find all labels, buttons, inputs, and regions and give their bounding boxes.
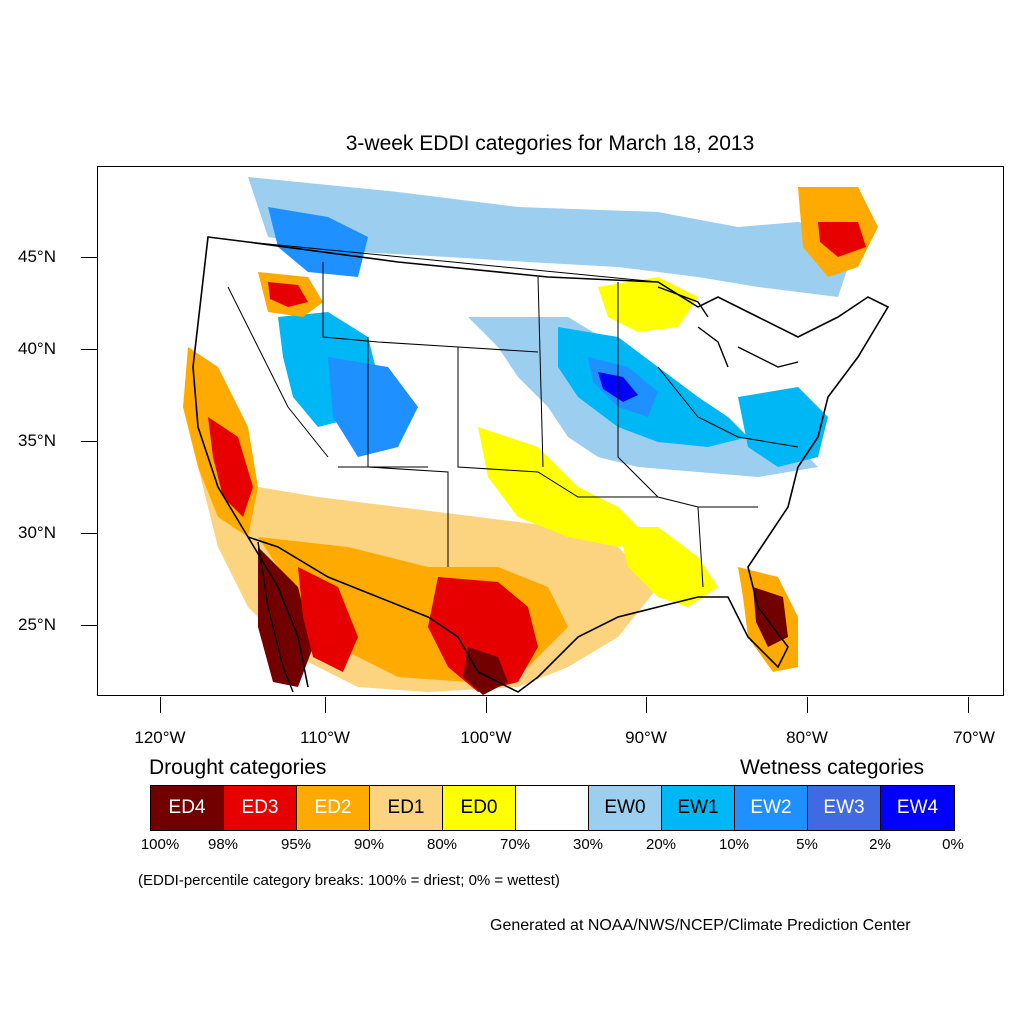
dry-region-yellow-sw [478, 427, 648, 547]
state-lines-6 [617, 282, 758, 508]
percent-break-label: 0% [942, 836, 964, 853]
x-tick-mark [160, 697, 161, 713]
legend-box-ed0: ED0 [443, 786, 516, 830]
wetness-heading: Wetness categories [740, 756, 925, 779]
dry-region-yellow-gulf [618, 527, 718, 607]
drought-heading: Drought categories [149, 756, 327, 779]
wet-region-east [738, 387, 828, 467]
dry-region-florida-core [753, 587, 788, 647]
wet-region-canada-2 [268, 207, 368, 277]
state-lines-4 [457, 347, 658, 498]
state-lines-1 [227, 286, 329, 458]
y-tick-mark [81, 257, 97, 258]
percent-break-label: 70% [499, 836, 531, 853]
y-tick-label: 45°N [18, 247, 56, 266]
dry-region-northeast-core [818, 222, 866, 257]
y-tick-label: 25°N [18, 615, 56, 634]
percent-break-label: 95% [280, 836, 312, 853]
great-lakes [657, 286, 799, 368]
dry-region-texas [428, 577, 538, 692]
mexico-coast [247, 536, 309, 688]
legend-box-ew2: EW2 [735, 786, 808, 830]
x-tick-mark [486, 697, 487, 713]
state-lines-3 [367, 337, 449, 567]
boundaries [192, 236, 890, 693]
x-tick-mark [807, 697, 808, 713]
dry-region-oregon-core [268, 282, 308, 307]
map-title: 3-week EDDI categories for March 18, 201… [345, 132, 755, 155]
percent-break-label: 100% [140, 836, 180, 853]
x-tick-label: 110°W [300, 728, 350, 747]
legend-color-bar: ED4 ED3 ED2 ED1 ED0 EW0 EW1 EW2 EW3 EW4 [150, 785, 955, 831]
y-tick-mark [81, 441, 97, 442]
state-lines-5 [537, 276, 544, 468]
y-tick-mark [81, 349, 97, 350]
y-tick-label: 35°N [18, 431, 56, 450]
dry-region-texas-core [463, 647, 508, 695]
legend-box-ed3: ED3 [224, 786, 297, 830]
percent-break-label: 10% [718, 836, 750, 853]
legend-box-ew3: EW3 [808, 786, 881, 830]
eddi-map [183, 177, 890, 695]
credit-line: Generated at NOAA/NWS/NCEP/Climate Predi… [490, 917, 911, 934]
x-tick-label: 100°W [460, 728, 512, 747]
eddi-regions [183, 177, 878, 695]
canada-border [247, 241, 659, 283]
wet-region-canada [248, 177, 858, 297]
dry-region-lakes-yellow [598, 277, 698, 332]
x-tick-mark [646, 697, 647, 713]
legend-box-ew0: EW0 [589, 786, 662, 830]
legend-box-neutral [516, 786, 589, 830]
percent-break-label: 90% [353, 836, 385, 853]
legend-box-ed2: ED2 [297, 786, 370, 830]
y-tick-mark [81, 533, 97, 534]
category-note: (EDDI-percentile category breaks: 100% =… [138, 872, 560, 889]
x-tick-mark [325, 697, 326, 713]
baja-coast [257, 541, 294, 693]
map-plot-area [97, 166, 1004, 696]
x-tick-label: 90°W [625, 728, 667, 747]
state-lines-2 [322, 262, 539, 353]
y-tick-label: 30°N [18, 523, 56, 542]
wet-region-plains-2 [558, 327, 748, 447]
dry-region-california-2 [208, 417, 253, 517]
legend-box-ew4: EW4 [881, 786, 954, 830]
dry-region-baja [258, 547, 313, 687]
y-tick-mark [81, 625, 97, 626]
us-outline [192, 236, 890, 693]
legend-box-ed4: ED4 [151, 786, 224, 830]
wet-region-west-2 [328, 357, 418, 457]
state-lines-8 [697, 506, 704, 588]
x-tick-mark [968, 697, 969, 713]
state-lines-7 [657, 366, 799, 448]
percent-break-label: 5% [796, 836, 818, 853]
x-tick-label: 120°W [134, 728, 186, 747]
legend-box-ew1: EW1 [662, 786, 735, 830]
legend-box-ed1: ED1 [370, 786, 443, 830]
percent-break-label: 30% [572, 836, 604, 853]
percent-break-label: 98% [207, 836, 239, 853]
percent-break-label: 80% [426, 836, 458, 853]
x-tick-label: 80°W [786, 728, 828, 747]
y-tick-label: 40°N [18, 339, 56, 358]
percent-break-label: 20% [645, 836, 677, 853]
dry-region-sonora [298, 567, 358, 672]
x-tick-label: 70°W [953, 728, 995, 747]
percent-break-label: 2% [869, 836, 891, 853]
